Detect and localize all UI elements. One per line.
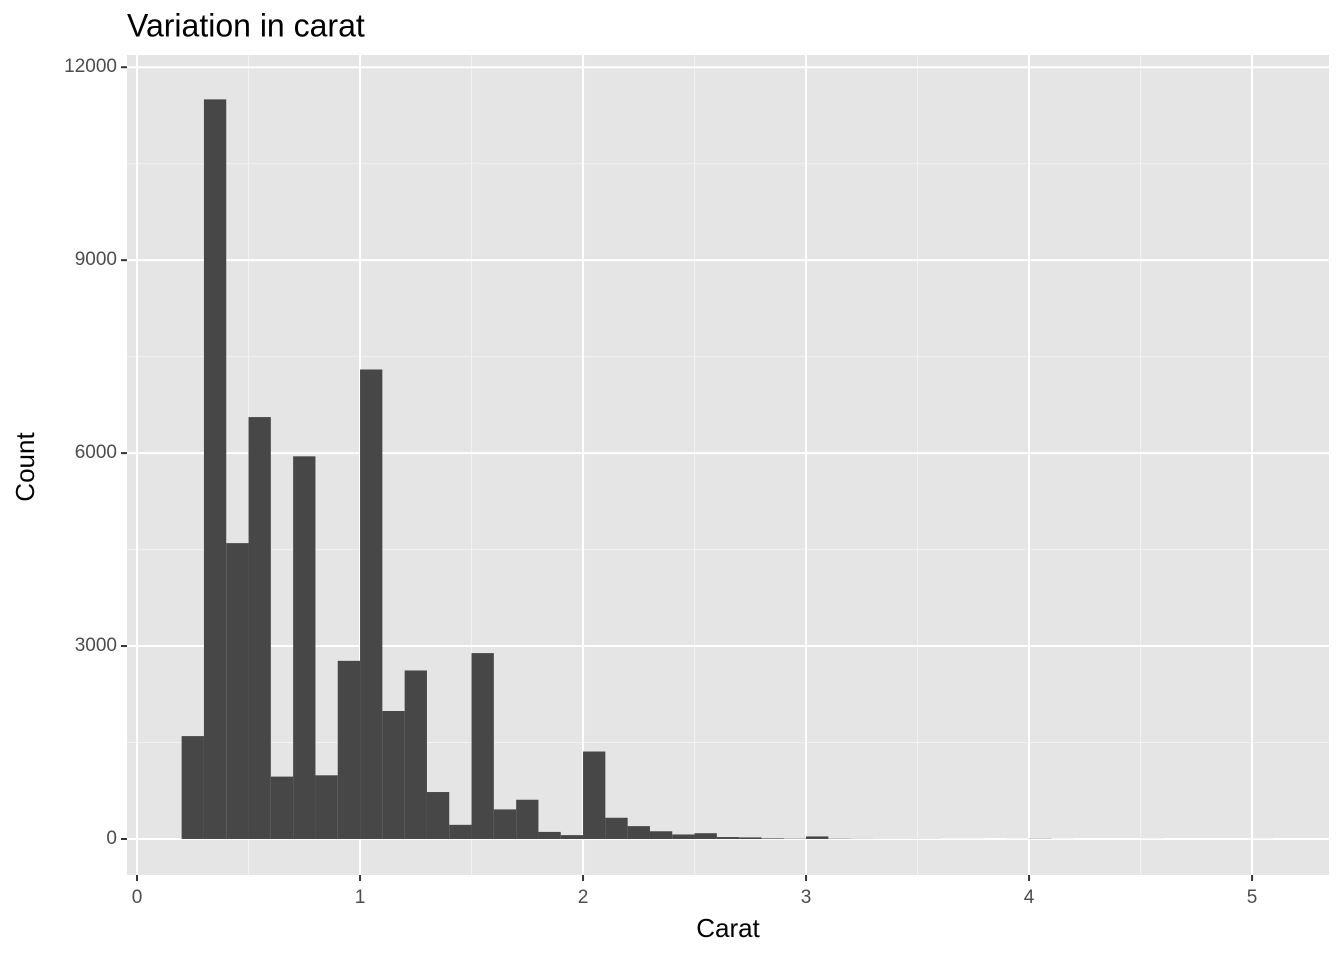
bar: [627, 826, 650, 839]
bar: [583, 751, 606, 839]
y-tick-label: 0: [106, 828, 117, 849]
bar: [806, 836, 829, 839]
bar: [516, 799, 539, 839]
bar: [761, 838, 784, 839]
bar: [493, 809, 517, 839]
chart-title: Variation in carat: [127, 7, 365, 43]
x-axis-title: Carat: [696, 913, 760, 943]
x-tick-label: 4: [1024, 887, 1035, 908]
bar: [315, 775, 338, 839]
bar: [360, 369, 383, 839]
y-tick-label: 3000: [75, 635, 117, 656]
bar: [649, 831, 673, 839]
bar: [248, 417, 271, 839]
bar: [404, 670, 427, 839]
bar: [605, 817, 628, 839]
x-tick-label: 1: [355, 887, 366, 908]
bar: [672, 834, 695, 839]
bar: [203, 99, 227, 839]
x-tick-label: 2: [578, 887, 589, 908]
bar: [471, 653, 494, 839]
bar: [449, 824, 472, 839]
bar: [538, 831, 561, 839]
bar: [337, 660, 361, 839]
bar: [560, 835, 584, 839]
y-axis-title: Count: [10, 432, 40, 502]
x-tick-label: 3: [801, 887, 812, 908]
bar: [226, 543, 249, 839]
bar: [181, 736, 204, 839]
x-tick-label: 0: [132, 887, 143, 908]
bar: [739, 837, 762, 839]
bar: [716, 837, 740, 839]
x-tick-label: 5: [1247, 887, 1258, 908]
y-tick-label: 12000: [64, 56, 117, 77]
bar: [694, 833, 717, 839]
bar: [293, 456, 316, 839]
bar: [426, 792, 450, 839]
bar: [382, 711, 405, 839]
panel: [127, 55, 1329, 875]
y-tick-label: 9000: [75, 249, 117, 270]
y-tick-label: 6000: [75, 442, 117, 463]
bar: [270, 776, 294, 839]
